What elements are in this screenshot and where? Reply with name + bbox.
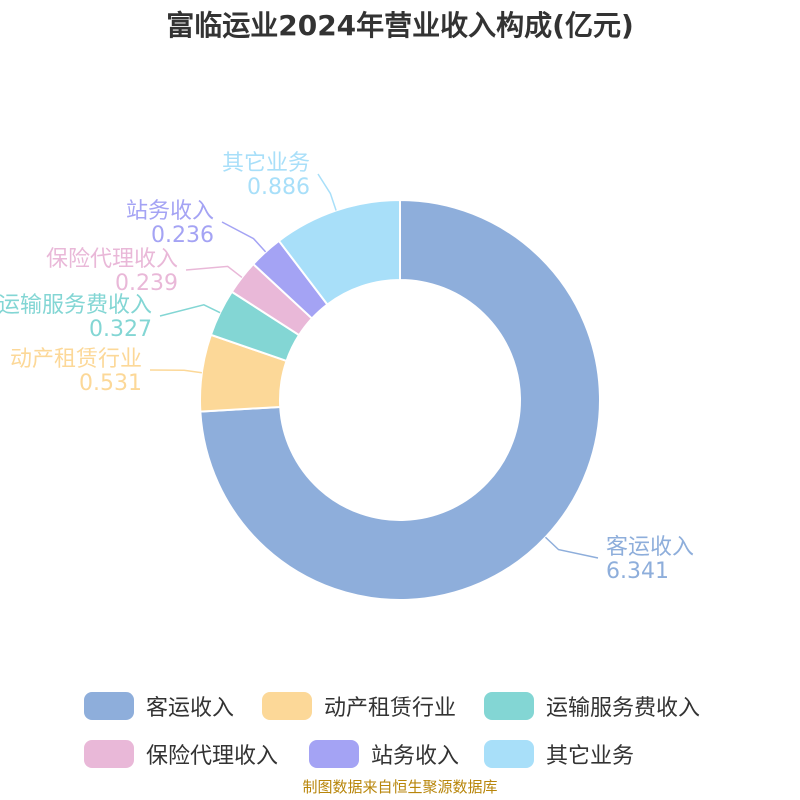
legend-label: 保险代理收入	[146, 744, 279, 769]
slice-label-6: 其它业务	[222, 151, 310, 176]
leader-line-1	[544, 536, 599, 559]
legend-item-3[interactable]: 运输服务费收入	[484, 686, 700, 726]
legend-label: 运输服务费收入	[546, 696, 701, 721]
legend-item-4[interactable]: 保险代理收入	[84, 734, 278, 774]
leader-line-2	[149, 369, 202, 374]
slice-value-5: 0.236	[151, 223, 214, 248]
slice-value-3: 0.327	[89, 317, 152, 342]
legend-swatch	[484, 692, 534, 720]
slice-label-4: 保险代理收入	[46, 247, 178, 272]
donut-slice-1	[199, 198, 601, 601]
leader-line-4	[185, 265, 243, 279]
slice-value-4: 0.239	[115, 271, 178, 296]
legend-label: 动产租赁行业	[324, 696, 457, 721]
legend-swatch	[309, 740, 359, 768]
slice-label-1: 客运收入	[606, 535, 694, 560]
slice-value-2: 0.531	[79, 371, 142, 396]
donut-slice-6	[277, 198, 401, 306]
legend-label: 其它业务	[546, 744, 635, 769]
legend-swatch	[484, 740, 534, 768]
legend-item-2[interactable]: 动产租赁行业	[262, 686, 456, 726]
legend-swatch	[262, 692, 312, 720]
legend-item-1[interactable]: 客运收入	[84, 686, 234, 726]
leader-line-3	[159, 304, 221, 317]
chart-title: 富临运业2024年营业收入构成(亿元)	[166, 9, 634, 42]
legend-label: 客运收入	[146, 696, 235, 721]
legend-label: 站务收入	[371, 744, 460, 769]
slice-label-3: 运输服务费收入	[0, 293, 152, 318]
legend-swatch	[84, 740, 134, 768]
slice-label-2: 动产租赁行业	[10, 347, 142, 372]
source-note: 制图数据来自恒生聚源数据库	[302, 778, 498, 796]
leader-line-6	[317, 173, 337, 211]
legend-swatch	[84, 692, 134, 720]
slice-value-1: 6.341	[606, 559, 669, 584]
legend-item-5[interactable]: 站务收入	[309, 734, 459, 774]
leader-line-5	[221, 221, 267, 253]
legend-item-6[interactable]: 其它业务	[484, 734, 634, 774]
slice-label-5: 站务收入	[126, 199, 214, 224]
slice-value-6: 0.886	[247, 175, 310, 200]
